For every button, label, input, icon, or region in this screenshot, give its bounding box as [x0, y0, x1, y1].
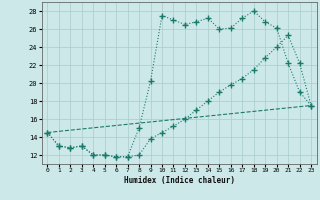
X-axis label: Humidex (Indice chaleur): Humidex (Indice chaleur) — [124, 176, 235, 185]
